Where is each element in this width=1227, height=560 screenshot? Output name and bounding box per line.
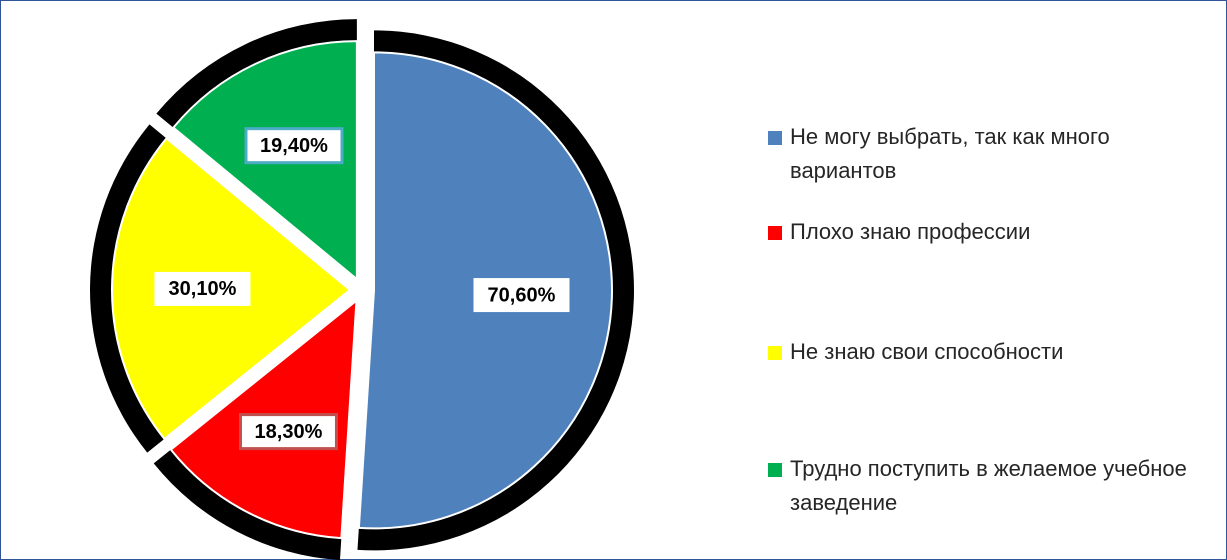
data-label-box [154, 271, 251, 306]
data-label: 70,60% [473, 278, 570, 313]
data-label: 18,30% [238, 413, 338, 451]
data-label-box [244, 127, 344, 165]
legend: Не могу выбрать, так как много вариантов… [768, 0, 1208, 560]
chart: 70,60% 18,30% 30,10% 19,40% [90, 19, 634, 560]
data-label-text: 30,10% [169, 278, 237, 300]
data-label-box [473, 278, 570, 313]
legend-swatch [768, 346, 782, 360]
legend-label: Плохо знаю профессии [790, 219, 1031, 244]
legend-item: Не могу выбрать, так как много вариантов [768, 120, 1220, 188]
legend-item: Плохо знаю профессии [768, 215, 1220, 249]
data-label-text: 70,60% [488, 284, 556, 306]
data-label-text: 19,40% [260, 135, 328, 157]
data-label: 19,40% [244, 127, 344, 165]
legend-swatch [768, 226, 782, 240]
legend-item: Не знаю свои способности [768, 335, 1220, 369]
data-label-box [238, 413, 338, 451]
data-label: 30,10% [154, 271, 251, 306]
legend-swatch [768, 131, 782, 145]
legend-label: Не знаю свои способности [790, 339, 1064, 364]
legend-item: Трудно поступить в желаемое учебное заве… [768, 452, 1220, 520]
legend-label: Трудно поступить в желаемое учебное заве… [790, 456, 1187, 515]
legend-label: Не могу выбрать, так как много вариантов [790, 124, 1110, 183]
legend-swatch [768, 463, 782, 477]
data-label-text: 18,30% [255, 421, 323, 443]
